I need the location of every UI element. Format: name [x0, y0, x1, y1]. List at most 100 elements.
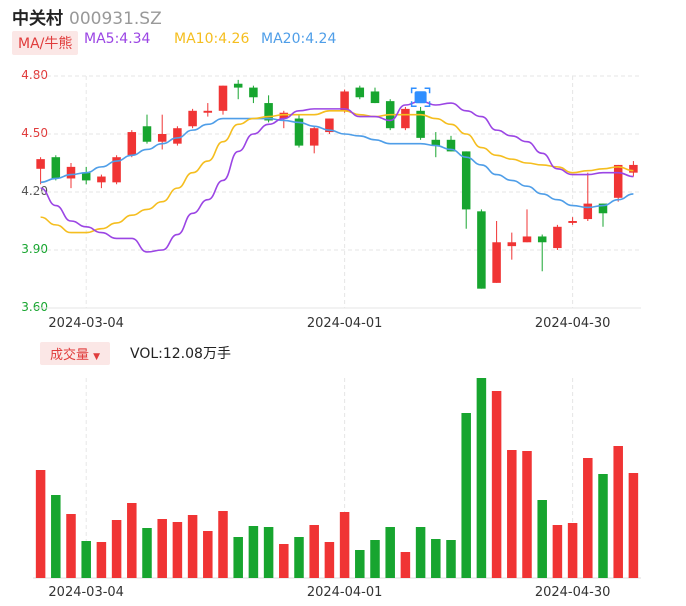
volume-bar	[218, 511, 228, 578]
volume-bar	[142, 528, 152, 578]
x-tick-label: 2024-03-04	[48, 585, 124, 600]
candle-body	[203, 110, 213, 113]
y-tick-label: 3.90	[21, 242, 48, 256]
candle-body	[249, 87, 258, 98]
y-tick-label: 4.50	[21, 126, 48, 140]
volume-bar	[157, 519, 167, 578]
candle-body	[522, 236, 532, 243]
volume-bar	[400, 552, 411, 578]
candle-body	[233, 83, 243, 88]
volume-bar	[415, 527, 426, 578]
volume-bar	[248, 526, 259, 578]
x-tick-label: 2024-04-01	[306, 316, 383, 331]
y-tick-label: 4.80	[21, 68, 48, 82]
volume-bar	[66, 514, 76, 578]
ma10-legend: MA10:4.26	[174, 31, 250, 47]
volume-bar	[537, 500, 547, 578]
candle-body	[370, 91, 380, 104]
ma20-line	[40, 117, 634, 209]
volume-bar	[51, 495, 61, 578]
volume-bar	[446, 540, 456, 578]
volume-bar	[461, 413, 471, 578]
volume-bar	[81, 541, 91, 578]
x-tick-label: 2024-04-01	[306, 585, 383, 600]
candle-body	[583, 203, 593, 220]
candle-body	[613, 164, 623, 198]
candle-body	[446, 139, 456, 152]
candle-body	[537, 236, 547, 243]
volume-bar	[263, 527, 274, 578]
candle-body	[112, 157, 121, 183]
candle-body	[97, 176, 106, 183]
candle-body	[340, 91, 349, 111]
candle-body	[325, 118, 334, 133]
volume-bar	[613, 446, 623, 578]
candle-body	[477, 211, 486, 289]
y-tick-label: 3.60	[21, 300, 48, 314]
candle-body	[629, 164, 638, 173]
volume-bar	[96, 542, 107, 578]
volume-bar	[628, 473, 639, 578]
candle-body	[507, 242, 517, 247]
candle-body	[127, 132, 137, 156]
volume-value: VOL:12.08万手	[130, 346, 231, 362]
candle-body	[81, 172, 91, 181]
ma5-line	[40, 100, 634, 253]
volume-bar	[35, 470, 46, 578]
ma20-legend: MA20:4.24	[261, 31, 337, 47]
candle-body	[294, 118, 304, 146]
volume-bar	[507, 450, 517, 578]
candle-body	[173, 128, 182, 144]
volume-bar	[583, 458, 593, 578]
volume-bar	[339, 512, 350, 578]
ma10-line	[40, 109, 634, 234]
x-tick-label: 2024-04-30	[534, 585, 611, 600]
x-tick-label: 2024-03-04	[48, 316, 124, 331]
candle-body	[279, 112, 289, 119]
ma-mode-button[interactable]: MA/牛熊	[12, 31, 79, 55]
candle-body	[461, 151, 471, 210]
volume-bar	[431, 539, 441, 578]
candle-body	[157, 134, 167, 142]
volume-bar	[567, 523, 578, 578]
candle-body	[188, 110, 197, 127]
volume-bar	[552, 525, 563, 578]
candle-body	[401, 108, 410, 129]
volume-bar	[598, 474, 608, 578]
candle-body	[309, 128, 319, 146]
volume-bar	[309, 525, 319, 578]
candle-body	[264, 103, 273, 121]
candle-body	[36, 159, 45, 169]
volume-indicator-button[interactable]: 成交量 ▼	[40, 342, 111, 365]
volume-bar	[294, 537, 304, 578]
caret-down-icon: ▼	[93, 352, 101, 362]
volume-bar	[370, 540, 380, 578]
volume-bar	[233, 537, 243, 578]
candle-body	[51, 157, 61, 179]
candle-body	[66, 166, 76, 179]
candle-body	[142, 126, 152, 142]
stock-code: 000931.SZ	[69, 9, 162, 29]
stock-title: 中关村 000931.SZ	[12, 4, 162, 29]
volume-indicator-label: 成交量	[50, 348, 90, 363]
volume-bar	[111, 520, 122, 578]
volume-bar	[203, 531, 213, 578]
candle-body	[355, 87, 365, 98]
candle-body	[431, 139, 441, 146]
volume-bar	[279, 544, 289, 578]
candle-body	[568, 221, 577, 223]
x-tick-label: 2024-04-30	[534, 316, 611, 331]
volume-bar	[385, 527, 395, 578]
candle-body	[416, 110, 425, 138]
ma5-legend: MA5:4.34	[84, 31, 151, 47]
candle-body	[492, 242, 501, 283]
volume-bar	[491, 391, 502, 578]
volume-bar	[127, 503, 137, 578]
volume-bar	[476, 378, 487, 578]
volume-bar	[355, 550, 365, 578]
volume-bar	[187, 515, 198, 578]
stock-name: 中关村	[12, 9, 63, 29]
volume-bar	[324, 542, 335, 578]
candle-body	[553, 226, 562, 249]
